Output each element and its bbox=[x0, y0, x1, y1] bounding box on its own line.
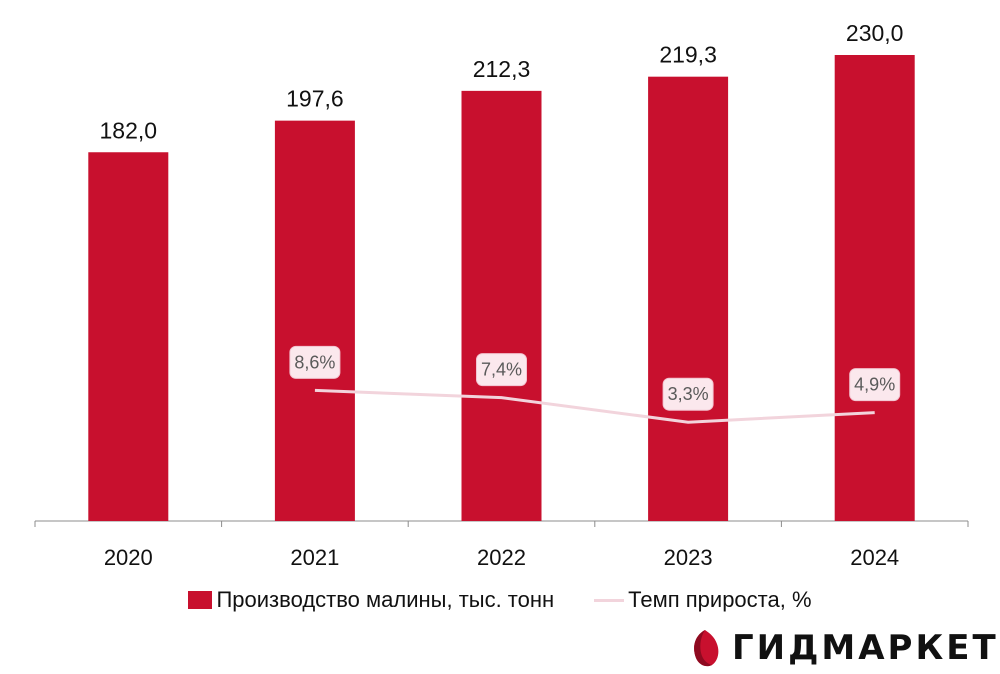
growth-value-label: 4,9% bbox=[854, 375, 895, 395]
legend-line-swatch bbox=[594, 598, 625, 602]
bar bbox=[461, 90, 542, 521]
growth-line: 8,6% 7,4% 3,3% 4,9% bbox=[289, 345, 901, 424]
bar bbox=[274, 120, 355, 522]
gidmarket-logo-icon bbox=[694, 630, 719, 667]
legend-bar-swatch bbox=[188, 591, 213, 609]
legend-label-production: Производство малины, тыс. тонн bbox=[216, 587, 555, 612]
bar bbox=[88, 152, 169, 521]
x-tick-label: 2022 bbox=[477, 545, 526, 570]
x-axis: 2020 2021 2022 2023 2024 bbox=[34, 520, 969, 570]
legend-item-production: Производство малины, тыс. тонн bbox=[188, 587, 554, 613]
growth-label-box bbox=[289, 345, 341, 379]
growth-label-box bbox=[849, 368, 901, 402]
brand-logo: ГИДМАРКЕТ bbox=[690, 628, 999, 668]
bar bbox=[834, 55, 915, 521]
bars: 182,0 197,6 212,3 219,3 230,0 bbox=[88, 20, 915, 522]
x-tick-label: 2024 bbox=[850, 545, 899, 570]
growth-value-label: 8,6% bbox=[294, 352, 335, 372]
bar-value-label: 212,3 bbox=[473, 56, 531, 82]
growth-value-label: 3,3% bbox=[668, 384, 709, 404]
legend-label-growth: Темп прироста, % bbox=[628, 587, 812, 612]
bar-value-label: 219,3 bbox=[659, 42, 717, 68]
x-tick-label: 2020 bbox=[104, 545, 153, 570]
bar-value-label: 197,6 bbox=[286, 86, 344, 112]
growth-label-box bbox=[662, 377, 714, 411]
chart: 2020 2021 2022 2023 2024 182,0 197,6 212,3 219,… bbox=[34, 20, 969, 570]
growth-value-label: 7,4% bbox=[481, 360, 522, 380]
bar-value-label: 230,0 bbox=[846, 20, 904, 46]
bar-value-label: 182,0 bbox=[100, 117, 158, 143]
logo-text: ГИДМАРКЕТ bbox=[732, 628, 999, 668]
legend: Производство малины, тыс. тонн Темп прир… bbox=[0, 584, 1000, 616]
growth-label-box bbox=[476, 353, 527, 387]
growth-line-path bbox=[314, 388, 875, 424]
x-tick-label: 2023 bbox=[664, 545, 713, 570]
legend-item-growth: Темп прироста, % bbox=[594, 587, 812, 613]
x-tick-label: 2021 bbox=[290, 545, 339, 570]
bar bbox=[648, 76, 729, 521]
